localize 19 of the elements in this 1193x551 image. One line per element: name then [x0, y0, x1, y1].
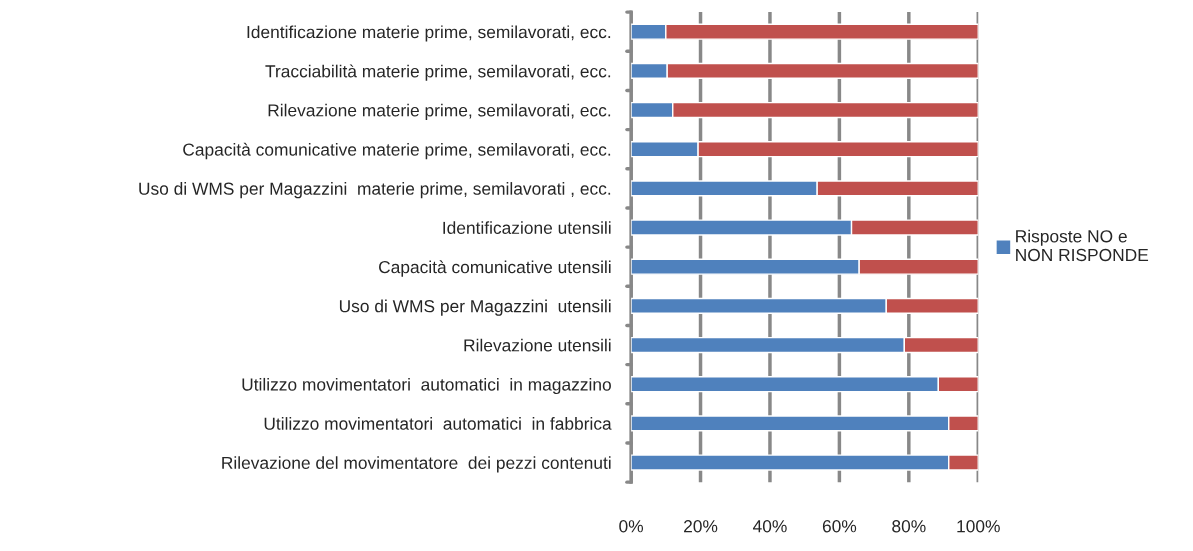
- y-tick-label: Rilevazione del movimentatore dei pezzi contenuti: [222, 456, 611, 473]
- y-tick-label: Rilevazione materie prime, semilavorati, ecc.: [268, 103, 611, 120]
- x-tick-label: 60%: [822, 520, 857, 533]
- y-tick-label: Identificazione materie prime, semilavorati, ecc.: [247, 25, 611, 42]
- y-tick-label: Uso di WMS per Magazzini materie prime, semilavorati , ecc.: [139, 182, 611, 199]
- y-tick-label: Rilevazione utensili: [464, 338, 611, 352]
- x-tick-label: 0%: [619, 520, 644, 533]
- x-tick-label: 80%: [892, 520, 926, 533]
- y-tick-label: Capacità comunicative materie prime, semilavorati, ecc.: [183, 142, 611, 160]
- y-tick-label: Utilizzo movimentatori automatici in magazzino: [242, 377, 611, 395]
- y-tick-label: Tracciabilità materie prime, semilavorati, ecc.: [265, 64, 611, 81]
- y-tick-label: Uso di WMS per Magazzini utensili: [339, 299, 611, 316]
- legend-label: Risposte NO e NON RISPONDE: [1016, 229, 1149, 262]
- y-tick-label: Utilizzo movimentatori automatici in fabbrica: [264, 417, 612, 430]
- x-tick-label: 40%: [752, 520, 787, 533]
- y-tick-label: Capacità comunicative utensili: [379, 260, 611, 277]
- x-tick-label: 100%: [957, 520, 1000, 533]
- x-tick-label: 20%: [684, 520, 718, 533]
- y-tick-label: Identificazione utensili: [443, 221, 611, 234]
